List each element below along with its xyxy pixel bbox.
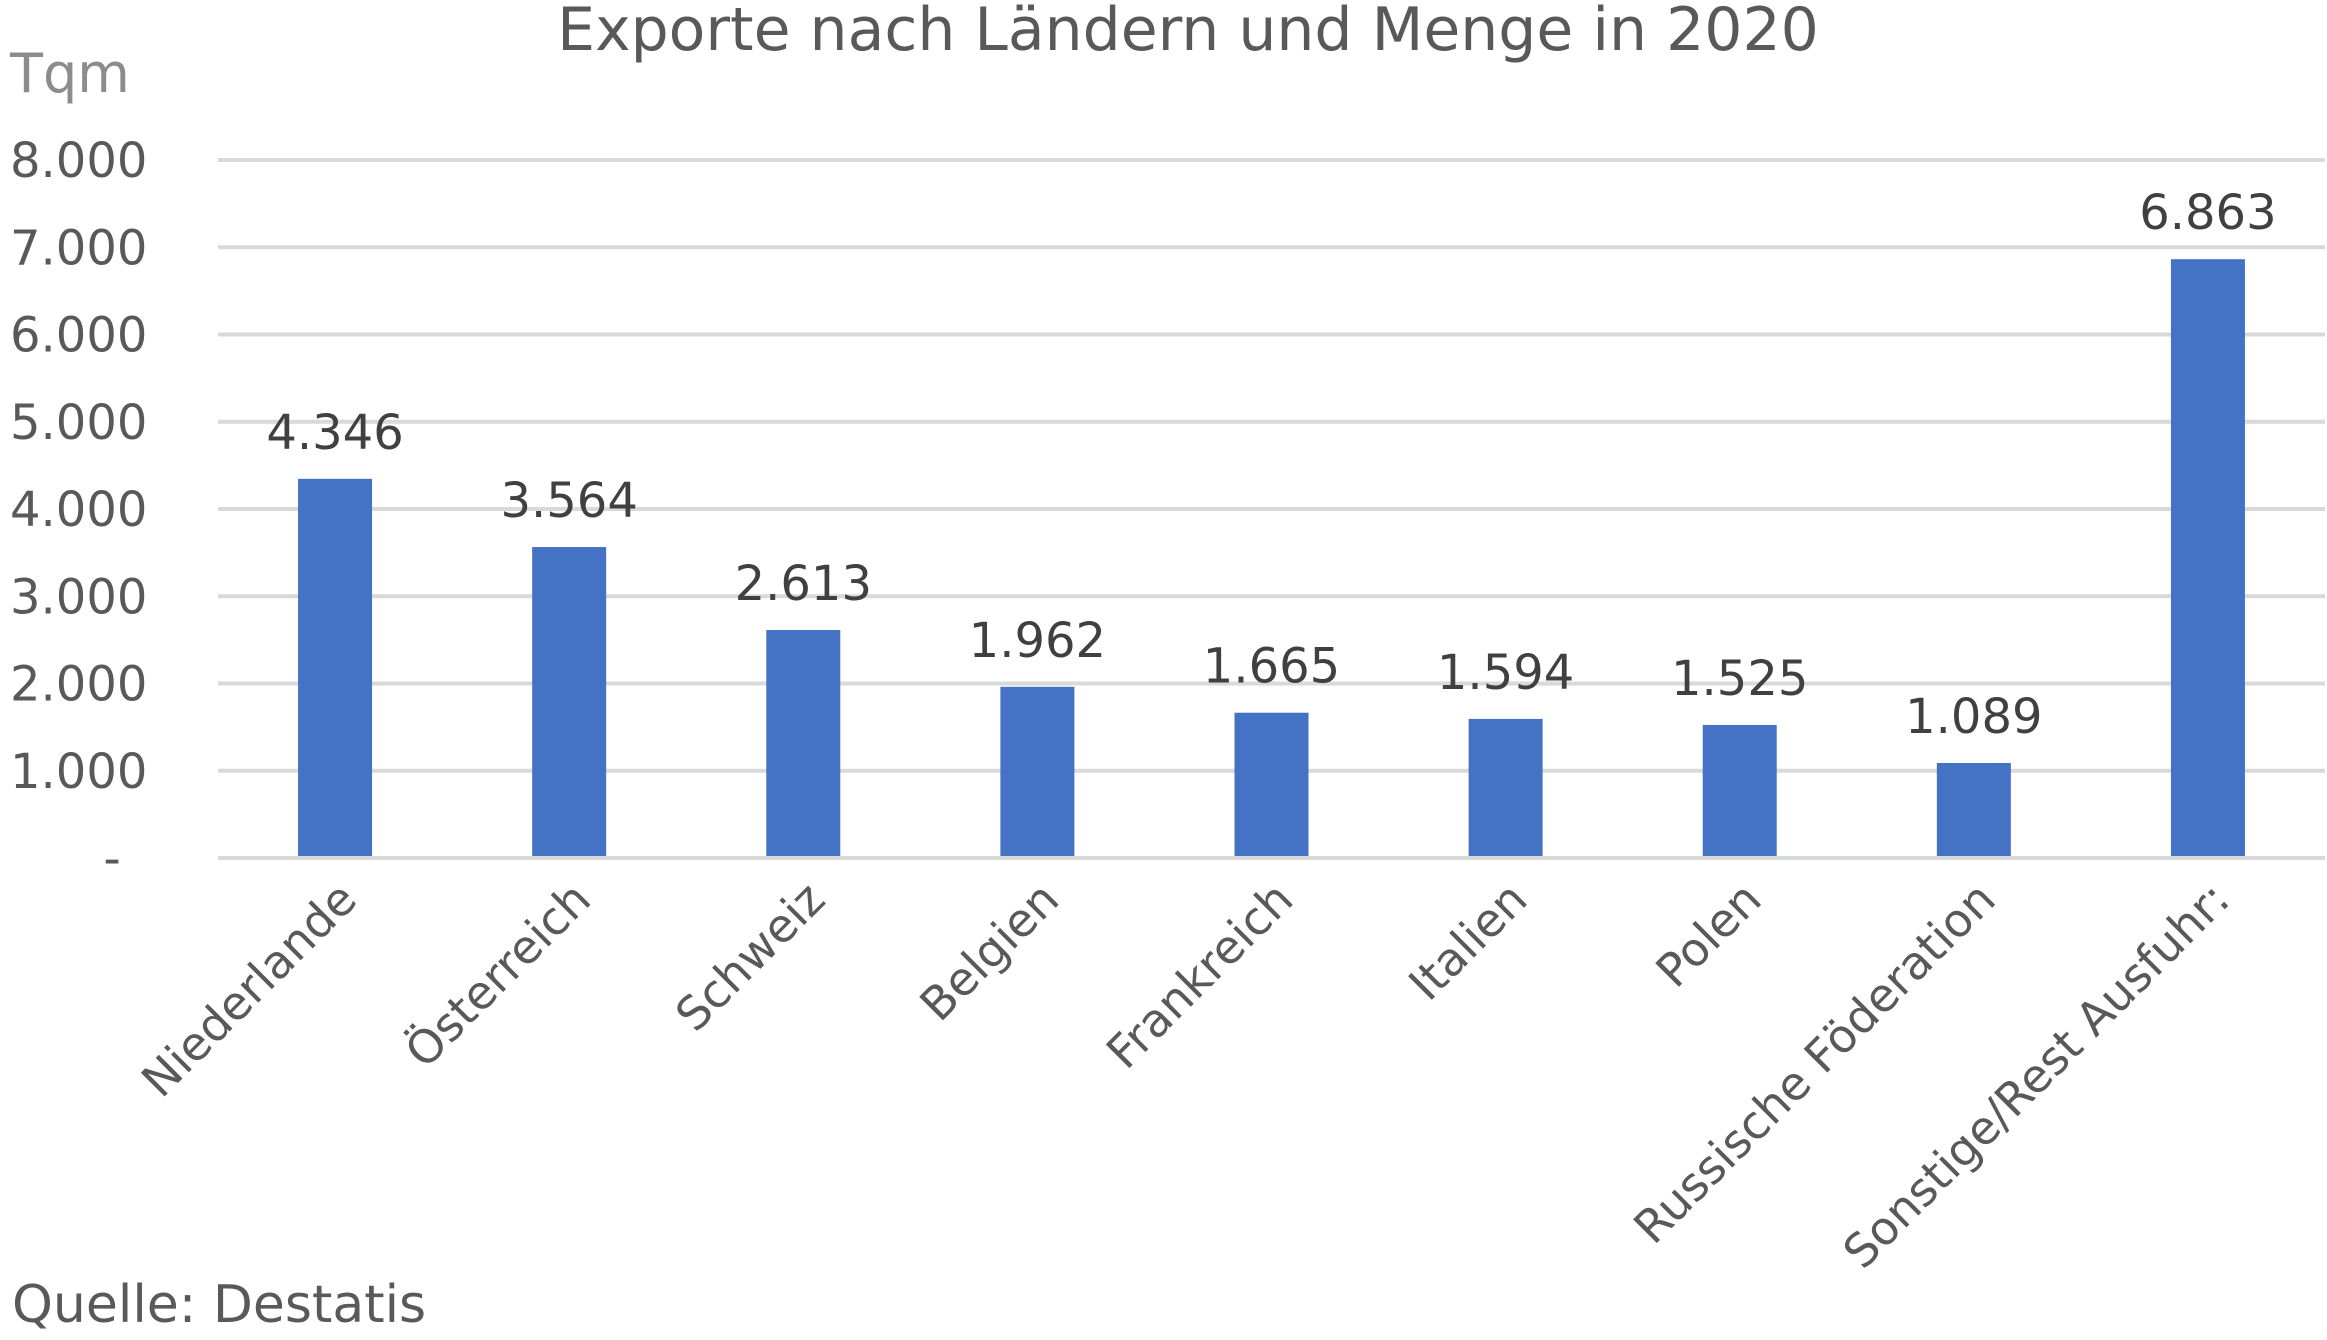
- bar: [1000, 686, 1075, 858]
- chart-title: Exporte nach Ländern und Menge in 2020: [557, 0, 1819, 65]
- y-axis-ticks: - 1.000 2.000 3.000 4.000 5.000 6.000 7.000 8.00…: [10, 133, 147, 887]
- y-tick-label: 8.000: [10, 133, 147, 189]
- x-category-label: Italien: [1398, 872, 1537, 1011]
- y-tick-label: 5.000: [10, 395, 147, 451]
- y-tick-label: 3.000: [10, 569, 147, 625]
- bar-value-label: 6.863: [2139, 185, 2276, 241]
- y-axis-unit-label: Tqm: [9, 42, 130, 105]
- x-category-label: Frankreich: [1096, 872, 1303, 1079]
- x-category-label: Österreich: [394, 872, 601, 1079]
- bar: [298, 478, 373, 858]
- bar: [532, 547, 607, 858]
- y-tick-label: 1.000: [10, 744, 147, 800]
- x-axis-category-labels: Niederlande Österreich Schweiz Belgien Frank…: [131, 872, 2240, 1279]
- bar-value-label: 1.525: [1671, 651, 1808, 707]
- bar: [1936, 762, 2011, 858]
- x-category-label: Niederlande: [131, 872, 367, 1108]
- bar-value-label: 1.665: [1203, 639, 1340, 695]
- bar: [766, 630, 841, 858]
- bars: [298, 259, 2245, 858]
- bar: [1468, 718, 1543, 858]
- data-labels: 4.346 3.564 2.613 1.962 1.665 1.594 1.525 1.089…: [266, 185, 2276, 745]
- x-category-label: Schweiz: [665, 872, 835, 1042]
- source-note: Quelle: Destatis: [12, 1275, 426, 1335]
- x-category-label: Sonstige/Rest Ausfuhr:: [1833, 872, 2240, 1279]
- y-tick-label: 2.000: [10, 657, 147, 713]
- x-category-label: Belgien: [909, 872, 1069, 1032]
- y-tick-label: 6.000: [10, 308, 147, 364]
- y-tick-label: -: [103, 831, 120, 887]
- bar: [1234, 712, 1309, 858]
- bar-value-label: 1.089: [1905, 689, 2042, 745]
- bar: [2170, 259, 2245, 858]
- bar-value-label: 1.594: [1437, 645, 1574, 701]
- bar-value-label: 2.613: [735, 556, 872, 612]
- bar-value-label: 3.564: [500, 473, 637, 529]
- x-category-label: Polen: [1645, 872, 1771, 998]
- bar-value-label: 4.346: [266, 405, 403, 461]
- bar: [1702, 724, 1777, 858]
- bar-value-label: 1.962: [969, 613, 1106, 669]
- y-tick-label: 4.000: [10, 482, 147, 538]
- y-tick-label: 7.000: [10, 220, 147, 276]
